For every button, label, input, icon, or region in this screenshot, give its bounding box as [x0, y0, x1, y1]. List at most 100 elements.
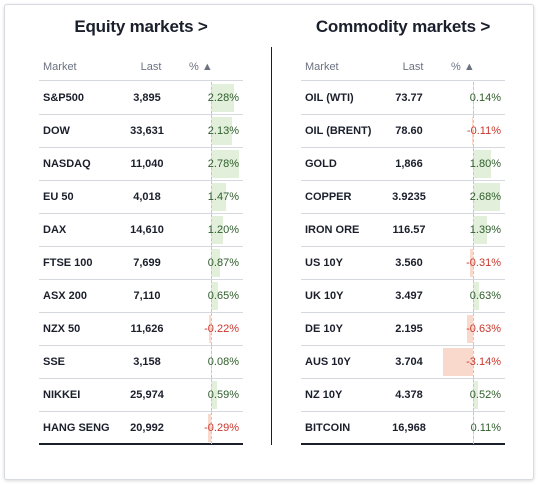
- pct-change-cell: 0.65%: [181, 280, 243, 312]
- pct-change-value: 2.78%: [207, 158, 239, 170]
- pct-change-cell: 1.39%: [443, 214, 505, 246]
- table-row[interactable]: GOLD 1,866 1.80%: [301, 148, 505, 181]
- equity-table-body: S&P500 3,895 2.28% DOW 33,631 2.13% NASDAQ 11,0…: [39, 82, 243, 445]
- column-header-pct-sort[interactable]: % ▲: [451, 61, 475, 73]
- market-name: NZX 50: [43, 323, 81, 335]
- table-row[interactable]: HANG SENG 20,992 -0.29%: [39, 412, 243, 445]
- last-value: 3.497: [395, 290, 423, 302]
- pct-change-value: 0.65%: [207, 290, 239, 302]
- last-value: 4.378: [395, 389, 423, 401]
- pct-change-bar: [473, 381, 479, 409]
- table-row[interactable]: UK 10Y 3.497 0.63%: [301, 280, 505, 313]
- pct-change-bar: [473, 216, 487, 244]
- column-header-market: Market: [43, 61, 77, 73]
- table-row[interactable]: SSE 3,158 0.08%: [39, 346, 243, 379]
- markets-card: Equity markets > Market Last % ▲ S&P500 3…: [4, 4, 534, 480]
- column-header-pct-sort[interactable]: % ▲: [189, 61, 213, 73]
- pct-change-value: 2.28%: [207, 92, 239, 104]
- table-row[interactable]: OIL (BRENT) 78.60 -0.11%: [301, 115, 505, 148]
- market-name: GOLD: [305, 158, 337, 170]
- pct-change-value: 1.39%: [469, 224, 501, 236]
- pct-change-cell: 2.28%: [181, 82, 243, 114]
- pct-change-cell: 1.80%: [443, 148, 505, 180]
- commodity-table-header: Market Last % ▲: [301, 55, 505, 81]
- table-row[interactable]: DE 10Y 2.195 -0.63%: [301, 313, 505, 346]
- zero-axis-line: [211, 379, 212, 411]
- market-name: DE 10Y: [305, 323, 343, 335]
- table-row[interactable]: COPPER 3.9235 2.68%: [301, 181, 505, 214]
- zero-axis-line: [473, 379, 474, 411]
- pct-change-bar: [211, 381, 217, 409]
- market-name: OIL (WTI): [305, 92, 354, 104]
- pct-change-cell: 2.13%: [181, 115, 243, 147]
- last-value: 73.77: [395, 92, 423, 104]
- zero-axis-line: [473, 280, 474, 312]
- market-name: US 10Y: [305, 257, 343, 269]
- zero-axis-line: [473, 148, 474, 180]
- pct-change-cell: -3.14%: [443, 346, 505, 378]
- commodity-markets-title-link[interactable]: Commodity markets >: [315, 17, 491, 36]
- pct-change-value: 0.52%: [469, 389, 501, 401]
- pct-change-bar: [211, 150, 239, 178]
- pct-change-cell: 0.08%: [181, 346, 243, 378]
- zero-axis-line: [473, 115, 474, 147]
- pct-change-value: -0.11%: [466, 125, 501, 137]
- pct-change-bar: [469, 249, 473, 277]
- pct-change-value: 1.20%: [207, 224, 239, 236]
- market-name: IRON ORE: [305, 224, 360, 236]
- last-value: 78.60: [395, 125, 423, 137]
- pct-change-value: 2.13%: [207, 125, 239, 137]
- market-name: NZ 10Y: [305, 389, 343, 401]
- table-row[interactable]: EU 50 4,018 1.47%: [39, 181, 243, 214]
- table-row[interactable]: AUS 10Y 3.704 -3.14%: [301, 346, 505, 379]
- pct-change-value: 0.59%: [207, 389, 239, 401]
- last-value: 14,610: [130, 224, 164, 236]
- pct-change-cell: -0.29%: [181, 412, 243, 444]
- table-row[interactable]: NASDAQ 11,040 2.78%: [39, 148, 243, 181]
- pct-change-cell: 0.14%: [443, 82, 505, 114]
- pct-change-value: -0.31%: [466, 257, 501, 269]
- pct-change-cell: 1.47%: [181, 181, 243, 213]
- pct-change-bar: [471, 117, 473, 145]
- table-row[interactable]: IRON ORE 116.57 1.39%: [301, 214, 505, 247]
- last-value: 7,699: [133, 257, 161, 269]
- last-value: 33,631: [130, 125, 164, 137]
- table-row[interactable]: US 10Y 3.560 -0.31%: [301, 247, 505, 280]
- pct-change-bar: [208, 414, 211, 442]
- market-name: ASX 200: [43, 290, 88, 302]
- table-row[interactable]: FTSE 100 7,699 0.87%: [39, 247, 243, 280]
- last-value: 16,968: [392, 422, 426, 434]
- last-value: 11,626: [130, 323, 164, 335]
- zero-axis-line: [211, 247, 212, 279]
- last-value: 3,158: [133, 356, 161, 368]
- pct-change-cell: 1.20%: [181, 214, 243, 246]
- zero-axis-line: [211, 148, 212, 180]
- pct-change-bar: [473, 282, 480, 310]
- zero-axis-line: [211, 115, 212, 147]
- equity-markets-title-link[interactable]: Equity markets >: [74, 17, 208, 36]
- market-name: COPPER: [305, 191, 352, 203]
- pct-change-value: -3.14%: [466, 356, 501, 368]
- table-row[interactable]: OIL (WTI) 73.77 0.14%: [301, 82, 505, 115]
- pct-change-value: 0.08%: [207, 356, 239, 368]
- market-name: S&P500: [43, 92, 84, 104]
- table-row[interactable]: S&P500 3,895 2.28%: [39, 82, 243, 115]
- table-row[interactable]: NZX 50 11,626 -0.22%: [39, 313, 243, 346]
- pct-change-bar: [211, 282, 218, 310]
- table-row[interactable]: DOW 33,631 2.13%: [39, 115, 243, 148]
- table-row[interactable]: NIKKEI 25,974 0.59%: [39, 379, 243, 412]
- last-value: 20,992: [130, 422, 164, 434]
- last-value: 25,974: [130, 389, 164, 401]
- last-value: 3,895: [133, 92, 161, 104]
- table-row[interactable]: NZ 10Y 4.378 0.52%: [301, 379, 505, 412]
- market-name: UK 10Y: [305, 290, 344, 302]
- market-name: NASDAQ: [43, 158, 91, 170]
- zero-axis-line: [473, 247, 474, 279]
- table-row[interactable]: BITCOIN 16,968 0.11%: [301, 412, 505, 445]
- table-row[interactable]: ASX 200 7,110 0.65%: [39, 280, 243, 313]
- table-row[interactable]: DAX 14,610 1.20%: [39, 214, 243, 247]
- pct-change-value: 1.80%: [469, 158, 501, 170]
- zero-axis-line: [211, 214, 212, 246]
- last-value: 3.560: [395, 257, 423, 269]
- pct-change-value: 0.63%: [469, 290, 501, 302]
